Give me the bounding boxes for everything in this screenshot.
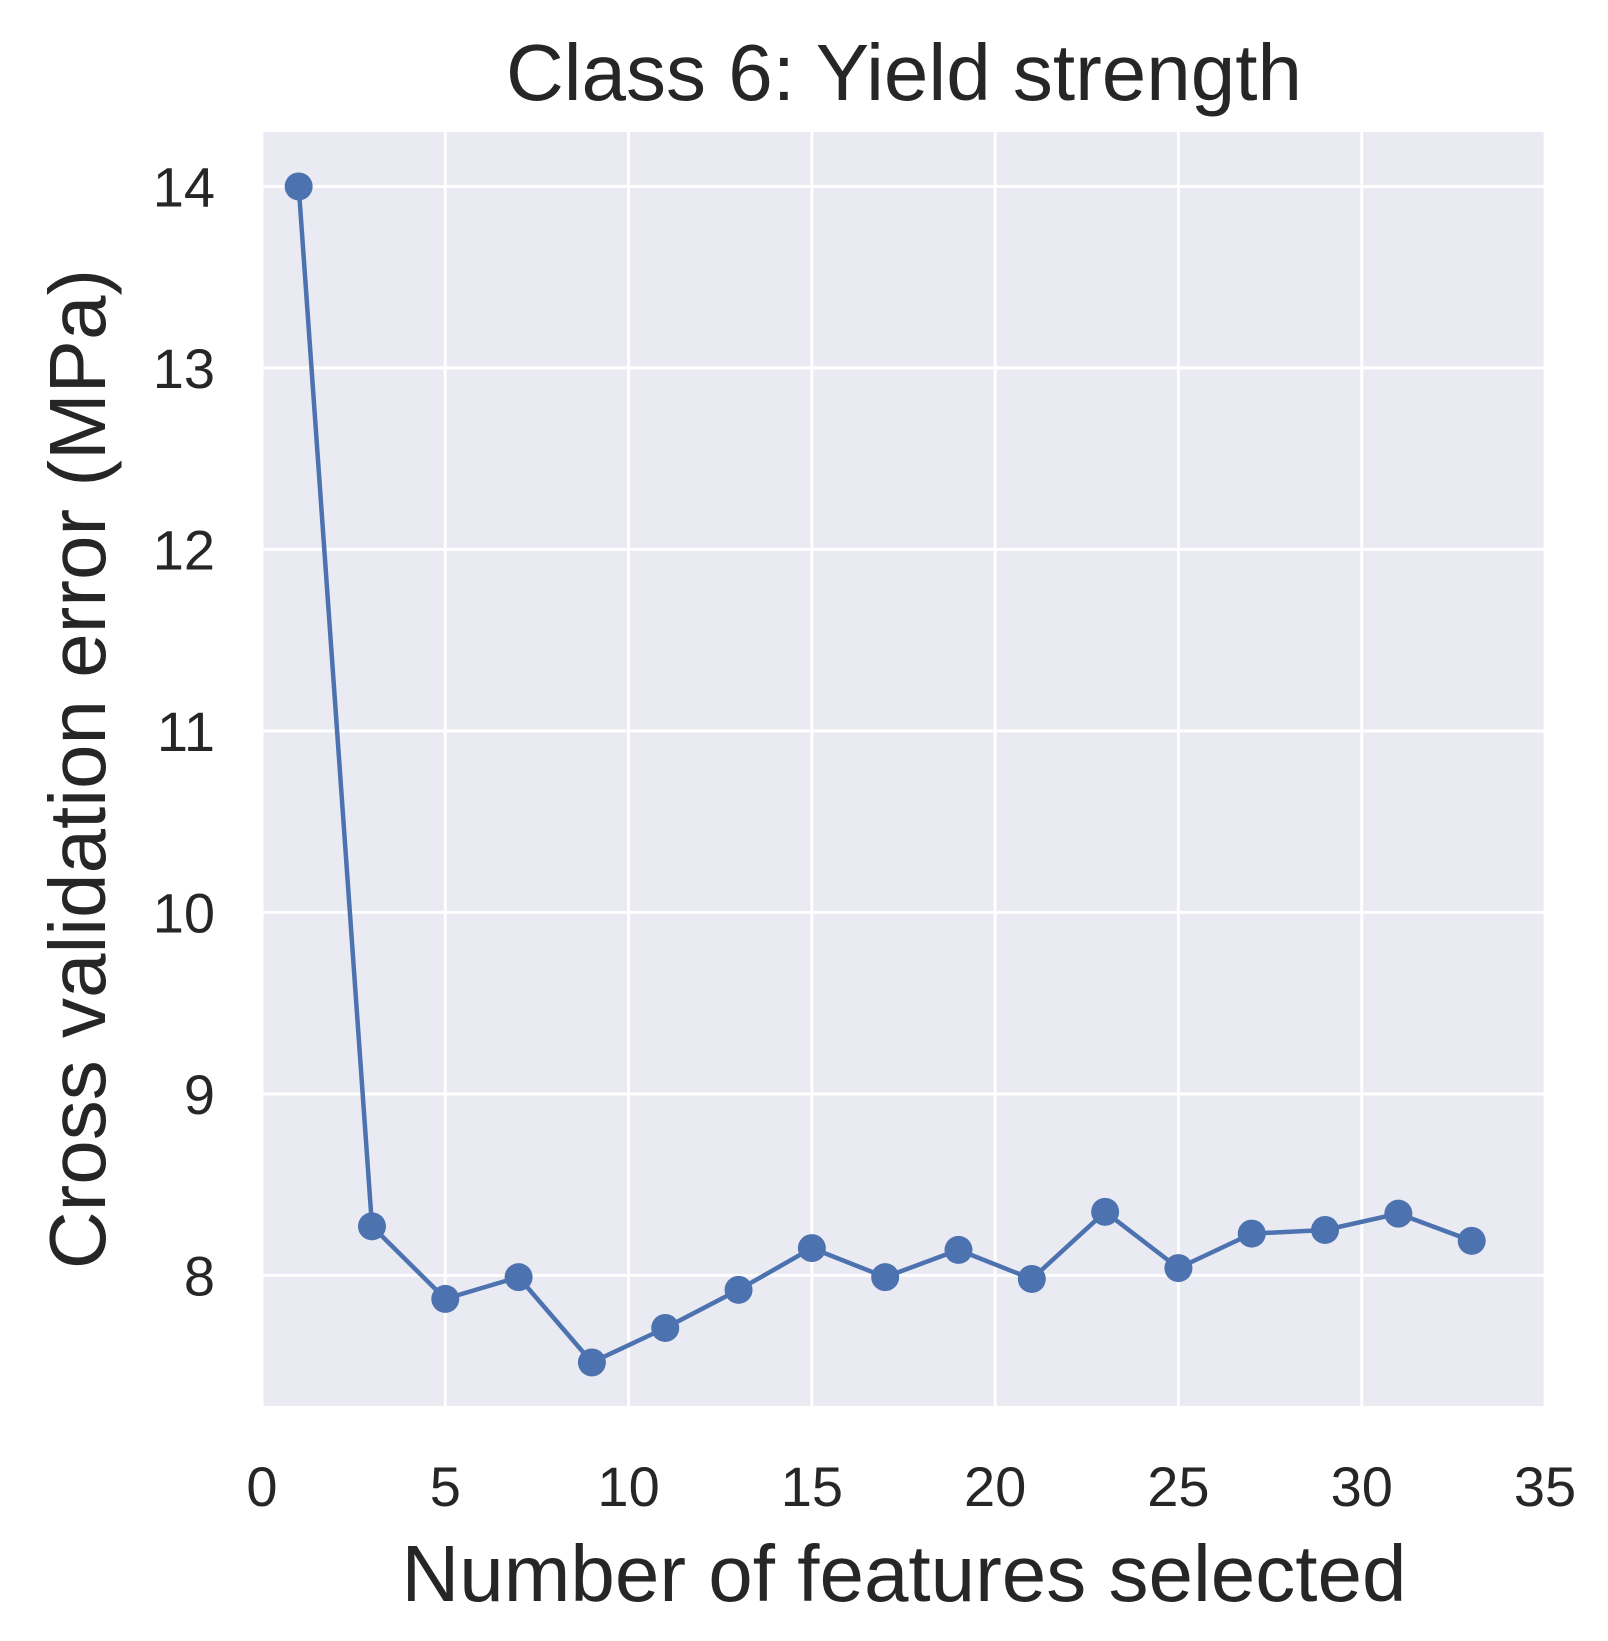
x-tick-labels: 0 5 10 15 20 25 30 35 <box>246 1455 1576 1518</box>
data-point <box>797 1234 826 1263</box>
data-point <box>1311 1215 1340 1244</box>
x-tick-label: 5 <box>430 1455 461 1518</box>
data-point <box>1164 1254 1193 1283</box>
plot-area <box>262 132 1545 1406</box>
y-tick-label: 14 <box>153 155 215 218</box>
y-tick-label: 11 <box>157 700 215 763</box>
series <box>284 172 1486 1377</box>
data-point <box>871 1263 900 1292</box>
data-point <box>431 1284 460 1313</box>
data-point <box>1384 1199 1413 1228</box>
data-point <box>284 172 313 201</box>
data-point <box>1091 1197 1120 1226</box>
x-axis-label: Number of features selected <box>402 1529 1407 1618</box>
data-point <box>504 1263 533 1292</box>
data-point <box>944 1235 973 1264</box>
x-tick-label: 30 <box>1331 1455 1393 1518</box>
grid <box>260 132 1547 1406</box>
data-point <box>651 1313 680 1342</box>
data-point <box>1017 1264 1046 1293</box>
data-point <box>577 1348 606 1377</box>
x-tick-label: 0 <box>246 1455 277 1518</box>
y-tick-label: 12 <box>153 518 215 581</box>
x-tick-label: 15 <box>781 1455 843 1518</box>
data-point <box>1457 1226 1486 1255</box>
y-tick-label: 10 <box>153 881 215 944</box>
data-point <box>357 1212 386 1241</box>
y-tick-label: 8 <box>184 1244 215 1307</box>
y-tick-label: 13 <box>153 337 215 400</box>
y-tick-labels: 8 9 10 11 12 13 14 <box>153 155 215 1307</box>
x-tick-label: 35 <box>1514 1455 1576 1518</box>
x-tick-label: 10 <box>597 1455 659 1518</box>
x-tick-label: 20 <box>964 1455 1026 1518</box>
data-point <box>724 1275 753 1304</box>
chart-title: Class 6: Yield strength <box>506 28 1302 117</box>
data-point <box>1237 1219 1266 1248</box>
y-axis-label: Cross validation error (MPa) <box>33 269 122 1269</box>
y-tick-label: 9 <box>184 1063 215 1126</box>
x-tick-label: 25 <box>1147 1455 1209 1518</box>
